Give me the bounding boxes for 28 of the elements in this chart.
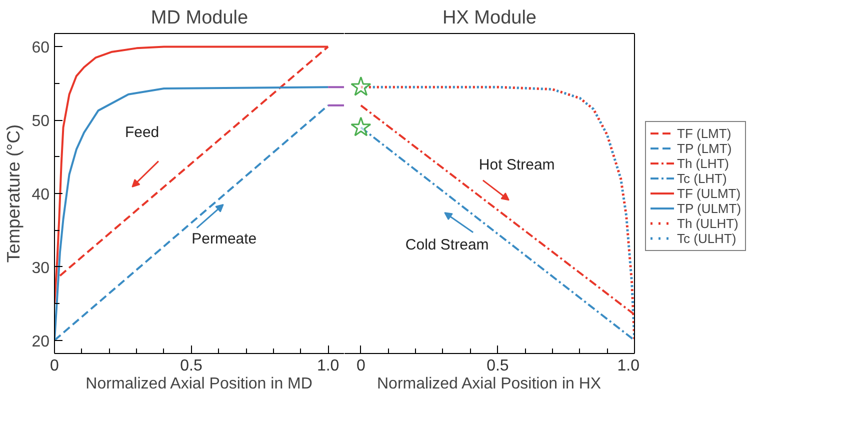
chart-title: MD Module <box>150 8 248 28</box>
legend-label: TP (LMT) <box>677 140 732 156</box>
text: Tc (ULHT) <box>677 230 736 246</box>
x-tick-label: 0 <box>50 358 60 374</box>
y-tick-label: 40 <box>32 186 50 204</box>
y-tick-label: 50 <box>32 113 50 130</box>
y-tick-label: 60 <box>32 40 50 57</box>
x-tick-label: 0 <box>356 358 366 374</box>
annotation: Hot Stream <box>478 156 555 174</box>
text: Th (ULHT) <box>677 216 738 230</box>
y-tick-label: 20 <box>32 333 50 350</box>
x-tick-label: 0.5 <box>180 358 203 374</box>
x-axis-title: Normalized Axial Position in HX <box>377 376 602 392</box>
x-tick-label: 1.0 <box>316 358 340 374</box>
legend-label: TP (ULMT) <box>677 200 742 216</box>
legend-label: TF (LMT) <box>677 126 732 140</box>
x-tick-label: 1.0 <box>617 358 640 374</box>
y-axis-title: Temperature (°C) <box>4 124 24 263</box>
legend-label: TF (ULMT) <box>677 186 741 200</box>
x-axis-title: Normalized Axial Position in MD <box>86 376 312 392</box>
chart-title: HX Module <box>442 8 537 28</box>
annotation: Permeate <box>192 230 257 248</box>
x-tick-label: 0.5 <box>486 358 509 374</box>
text: Th (LHT) <box>677 156 729 170</box>
annotation: Cold Stream <box>405 236 489 254</box>
text: Tc (LHT) <box>677 170 727 186</box>
y-tick-label: 30 <box>32 260 50 277</box>
annotation: Feed <box>124 124 160 142</box>
